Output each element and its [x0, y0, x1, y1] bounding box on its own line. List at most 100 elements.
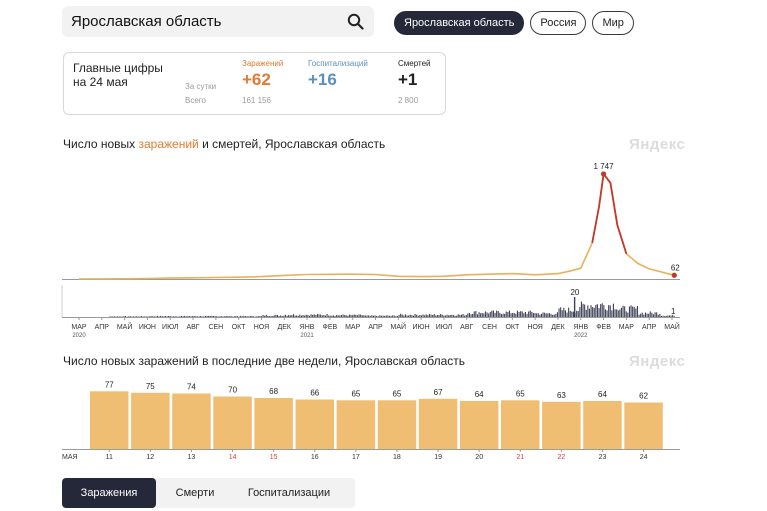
bar-value-label: 62: [639, 392, 648, 401]
deaths-bar: [292, 314, 294, 317]
deaths-bar: [475, 310, 477, 317]
deaths-bar: [347, 315, 349, 317]
x-tick-label: ИЮЛ: [162, 324, 179, 331]
deaths-bar: [408, 315, 410, 317]
deaths-bar: [537, 313, 539, 317]
deaths-bar: [640, 313, 642, 317]
x-tick-label: АПР: [642, 324, 657, 331]
deaths-bar: [622, 305, 624, 317]
deaths-bar: [481, 313, 483, 317]
deaths-bar: [489, 311, 491, 317]
deaths-bar: [214, 316, 216, 317]
deaths-bar: [283, 315, 285, 317]
deaths-bar: [507, 312, 509, 317]
deaths-bar: [422, 314, 424, 317]
deaths-bar: [459, 314, 461, 317]
deaths-bar: [252, 316, 254, 317]
deaths-bar: [331, 315, 333, 317]
x-tick-label: ИЮН: [139, 324, 156, 331]
tab-deaths[interactable]: Смерти: [175, 487, 215, 499]
deaths-bar: [520, 311, 522, 317]
deaths-bar: [652, 314, 654, 317]
deaths-bar: [667, 315, 669, 317]
deaths-bar: [302, 315, 304, 317]
x-tick-label: ЯНВ: [300, 324, 315, 331]
deaths-bar: [225, 316, 227, 317]
deaths-bar: [192, 316, 194, 317]
deaths-bar: [128, 316, 130, 317]
deaths-bar: [300, 315, 302, 317]
region-search[interactable]: [62, 6, 374, 37]
deaths-bar: [452, 315, 454, 317]
deaths-bar: [305, 314, 307, 317]
infections-label: Заражений: [242, 59, 284, 68]
x-tick-label: АПР: [95, 324, 110, 331]
deaths-bar: [664, 316, 666, 317]
deaths-bar: [395, 316, 397, 317]
hospitalizations-label: Госпитализаций: [308, 59, 368, 68]
deaths-bar: [555, 313, 557, 317]
bar-category-label: 20: [475, 454, 483, 461]
deaths-bar: [168, 316, 170, 317]
deaths-bar: [227, 316, 229, 317]
deaths-bar: [550, 313, 552, 317]
deaths-bar: [545, 313, 547, 317]
deaths-bar: [188, 316, 190, 317]
deaths-bar: [472, 313, 474, 317]
pill-yaroslavl[interactable]: Ярославская область: [394, 11, 525, 35]
bar-category-label: 24: [640, 454, 648, 461]
deaths-bar: [345, 315, 347, 317]
deaths-bar: [635, 308, 637, 317]
deaths-bar: [492, 310, 494, 317]
deaths-bar: [174, 316, 176, 317]
deaths-bar: [435, 315, 437, 317]
deaths-bar: [388, 315, 390, 317]
bar-value-label: 77: [105, 380, 114, 389]
deaths-bar: [363, 315, 365, 317]
pill-russia[interactable]: Россия: [530, 11, 587, 35]
bar: [501, 400, 540, 450]
year-label: 2022: [574, 333, 588, 339]
deaths-bar: [320, 314, 322, 317]
bar-category-label: 16: [311, 454, 319, 461]
deaths-bar: [233, 316, 235, 317]
deaths-bar: [539, 314, 541, 317]
deaths-bar: [625, 311, 627, 317]
deaths-bar: [217, 316, 219, 317]
deaths-bar: [486, 312, 488, 317]
deaths-bar: [356, 315, 358, 317]
deaths-bar: [483, 313, 485, 317]
deaths-bar: [288, 315, 290, 317]
deaths-bar: [240, 315, 242, 317]
deaths-bar: [547, 313, 549, 317]
deaths-bar: [360, 314, 362, 317]
deaths-bar: [457, 314, 459, 317]
deaths-bar: [361, 315, 363, 317]
deaths-bar: [627, 312, 629, 317]
deaths-bar: [534, 313, 536, 317]
deaths-bar: [528, 311, 530, 317]
deaths-bar: [180, 316, 182, 317]
deaths-bar: [400, 313, 402, 317]
tab-infections[interactable]: Заражения: [62, 478, 156, 508]
x-tick-label: ЯНВ: [573, 324, 588, 331]
region-search-input[interactable]: [71, 12, 331, 31]
deaths-bar: [577, 311, 579, 317]
deaths-bar: [500, 314, 502, 317]
bar: [459, 401, 499, 449]
deaths-bar: [132, 316, 134, 317]
bar-value-label: 64: [598, 390, 607, 399]
pill-world[interactable]: Мир: [592, 11, 634, 35]
deaths-bar: [648, 313, 650, 317]
tab-hospitalizations[interactable]: Госпитализации: [247, 487, 331, 499]
search-icon[interactable]: [347, 13, 364, 30]
deaths-bar: [526, 313, 528, 317]
deaths-bar: [249, 316, 251, 317]
x-tick-label: СЕН: [482, 324, 497, 331]
yandex-watermark: Яндекс: [629, 136, 686, 153]
deaths-bar: [116, 316, 118, 317]
deaths-bar: [536, 313, 538, 317]
deaths-bar: [657, 314, 659, 317]
deaths-bar: [316, 313, 318, 317]
deaths-bar: [504, 313, 506, 317]
